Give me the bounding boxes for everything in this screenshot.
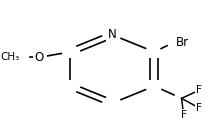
Text: F: F [196,85,202,95]
Text: CH₃: CH₃ [0,52,20,62]
Text: Br: Br [176,36,189,49]
Text: F: F [181,110,186,120]
Text: O: O [34,51,44,64]
Text: F: F [196,103,202,113]
Text: N: N [108,28,117,41]
